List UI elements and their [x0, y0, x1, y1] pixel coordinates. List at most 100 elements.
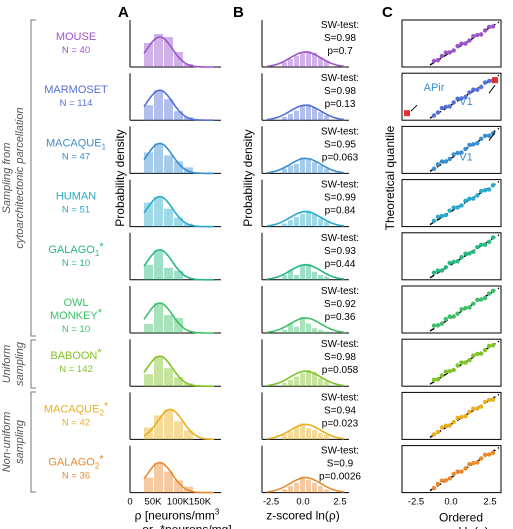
- qq-point: [435, 429, 441, 435]
- group-bracket: [30, 19, 36, 337]
- qq-point: [475, 141, 480, 146]
- species-n: N = 51: [62, 205, 90, 216]
- qq-point: [463, 94, 468, 100]
- qq-frame: [401, 19, 502, 68]
- sw-title: SW-test:: [321, 126, 359, 137]
- qq-point: [439, 373, 445, 378]
- qq-point: [475, 245, 480, 250]
- z-hist-bar: [324, 489, 329, 493]
- species-n: N = 142: [59, 364, 93, 375]
- sw-statistic: S=0.98: [324, 352, 356, 363]
- species-subscript: 2: [95, 462, 100, 471]
- annotation-arrow-v1: [488, 84, 496, 94]
- qq-point: [459, 203, 464, 208]
- sw-pvalue: p=0.058: [322, 365, 359, 376]
- qq-frame: [401, 232, 502, 281]
- qq-point: [471, 34, 476, 39]
- rho-hist-bar: [174, 421, 183, 440]
- qq-point: [486, 452, 492, 457]
- rho-kde-curve: [143, 248, 214, 281]
- qq-point: [490, 450, 496, 456]
- sw-statistic: S=0.92: [324, 299, 356, 310]
- qq-point: [459, 414, 464, 420]
- group-label-line2: cytoarchitectonic parcellation: [14, 107, 26, 248]
- qq-point: [443, 50, 448, 55]
- rho-hist-bar: [154, 90, 163, 121]
- rho-kde-curve: [143, 302, 214, 334]
- annotation-v1-macaque1: V1: [459, 151, 472, 163]
- qq-point: [447, 260, 452, 266]
- qq-point: [471, 301, 476, 306]
- qq-point: [467, 90, 472, 95]
- qq-point: [463, 466, 468, 471]
- qq-point: [471, 460, 476, 466]
- rho-hist-bar: [144, 105, 153, 121]
- qq-point: [486, 187, 492, 192]
- rho-kde-curve: [143, 195, 214, 228]
- species-subscript: 1: [95, 249, 100, 258]
- rho-hist-bar: [174, 318, 183, 333]
- z-hist-bar: [306, 159, 311, 174]
- qq-frame: [401, 179, 502, 228]
- annotation-v1: V1: [459, 96, 472, 108]
- qq-point: [455, 150, 460, 156]
- qq-point: [490, 343, 496, 348]
- qq-point: [455, 311, 460, 316]
- panel-c-xtick: -2.5: [408, 497, 424, 508]
- panel-b-xtick: 2.5: [333, 497, 346, 508]
- panel-c-ylabel: Theoretical quantile: [383, 125, 397, 230]
- panel-c-xlabel-line1: Ordered: [439, 511, 483, 525]
- group-label-line2: sampling: [14, 341, 26, 386]
- species-name: MARMOSET: [44, 84, 108, 96]
- rho-hist-bar: [144, 374, 153, 387]
- group-label-line1: Sampling from: [1, 143, 13, 214]
- qq-point: [467, 251, 472, 256]
- sw-statistic: S=0.93: [324, 246, 356, 257]
- qq-point: [463, 360, 468, 365]
- z-hist-bar: [324, 168, 329, 174]
- rho-hist-bar: [144, 152, 153, 174]
- qq-point: [447, 156, 452, 162]
- qq-point: [447, 314, 452, 319]
- species-name: MOUSE: [56, 31, 96, 43]
- z-hist-bar: [312, 271, 317, 280]
- z-hist-bar: [282, 223, 287, 227]
- z-hist-bar: [306, 51, 311, 67]
- panel-b-xlabel: z-scored ln(ρ): [266, 509, 340, 523]
- qq-point: [451, 314, 456, 319]
- sw-pvalue: p=0.36: [325, 312, 356, 323]
- qq-frame: [401, 72, 502, 121]
- rho-hist-bar: [174, 377, 183, 387]
- rho-hist-bar: [154, 143, 163, 174]
- sw-title: SW-test:: [321, 73, 359, 84]
- species-name: MACAQUE2*: [44, 400, 109, 417]
- qq-point: [486, 24, 492, 30]
- panel-letter-c: C: [382, 4, 393, 21]
- qq-point: [439, 105, 445, 111]
- sw-statistic: S=0.94: [324, 405, 356, 416]
- qq-point: [475, 460, 480, 465]
- qq-point: [443, 316, 448, 322]
- sw-pvalue: p=0.0026: [319, 472, 361, 483]
- sw-statistic: S=0.98: [324, 86, 356, 97]
- rho-hist-bar: [174, 111, 183, 121]
- panel-c-xtick: 2.5: [483, 497, 496, 508]
- z-kde-curve: [266, 317, 345, 334]
- species-star: *: [98, 307, 103, 319]
- qq-point: [455, 96, 460, 101]
- z-hist-bar: [324, 381, 329, 387]
- qq-point: [467, 409, 472, 415]
- qq-point: [463, 198, 468, 203]
- qq-point: [475, 351, 480, 357]
- qq-point: [490, 183, 496, 188]
- rho-hist-bar: [154, 34, 163, 67]
- qq-point: [490, 24, 496, 29]
- panel-a-xtick: 0: [127, 497, 132, 508]
- qq-point: [455, 259, 460, 264]
- qq-point: [486, 291, 492, 296]
- qq-point: [435, 162, 441, 167]
- species-n: N = 114: [60, 98, 93, 109]
- z-hist-bar: [300, 476, 305, 493]
- qq-point: [443, 104, 448, 110]
